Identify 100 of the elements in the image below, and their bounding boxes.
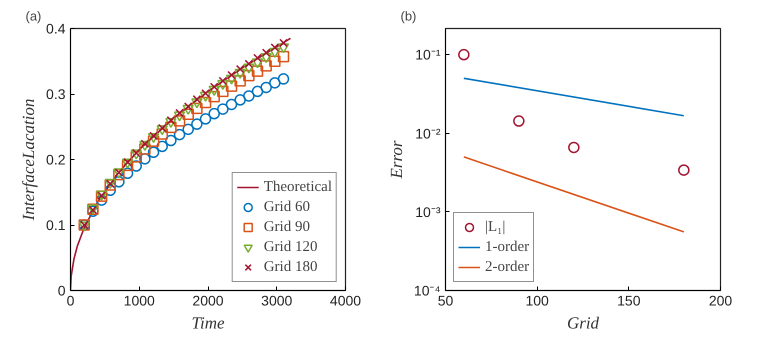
point <box>278 50 290 62</box>
point <box>184 102 192 111</box>
y-tick-label: 0 <box>58 282 66 298</box>
y-tick-label: 10⁻³ <box>415 204 441 220</box>
point <box>148 146 160 158</box>
y-tick-label: 10⁻² <box>415 125 441 142</box>
x-tick-label: 3000 <box>261 292 293 308</box>
point <box>269 48 281 58</box>
point <box>122 168 134 179</box>
point <box>182 124 194 136</box>
point <box>96 194 108 206</box>
point <box>165 122 177 134</box>
point <box>260 60 272 72</box>
point <box>252 58 264 68</box>
point <box>174 115 186 127</box>
point <box>139 140 151 151</box>
point <box>174 128 186 140</box>
legend-label: |L₁| <box>485 218 506 236</box>
x-tick-label: 150 <box>617 292 641 308</box>
point <box>260 82 272 94</box>
point <box>278 73 290 85</box>
point <box>210 82 218 92</box>
point <box>513 115 525 127</box>
x-tick-label: 1000 <box>124 292 156 308</box>
point <box>130 160 142 172</box>
point <box>236 64 244 74</box>
point <box>227 70 236 80</box>
y-tick-label: 0.2 <box>46 152 66 168</box>
point <box>139 143 151 155</box>
point <box>208 90 220 102</box>
legend-label: Theoretical <box>264 178 332 196</box>
x-tick-label: 100 <box>525 292 550 308</box>
point <box>148 132 160 144</box>
y-tick-label: 0.1 <box>46 217 66 233</box>
point <box>269 56 281 67</box>
point <box>269 77 281 89</box>
point <box>156 128 168 140</box>
point <box>217 86 229 98</box>
point <box>122 158 134 169</box>
y-tick-label: 10⁻¹ <box>415 46 441 63</box>
chart-title: (b) <box>400 8 416 24</box>
point <box>182 108 194 120</box>
point <box>201 89 210 98</box>
point <box>252 65 264 77</box>
y-axis-title: InterfaceLacation <box>19 98 38 222</box>
point <box>175 108 184 118</box>
point <box>200 96 212 108</box>
x-axis-title: Grid <box>566 314 600 332</box>
point <box>156 125 168 136</box>
point <box>182 104 194 115</box>
point <box>243 70 255 82</box>
legend-label: Grid 60 <box>264 198 310 216</box>
point <box>226 80 238 92</box>
point <box>123 158 132 166</box>
point <box>113 176 125 188</box>
point <box>568 142 580 154</box>
point <box>191 102 203 114</box>
point <box>104 184 116 196</box>
point <box>148 135 160 147</box>
y-tick-label: 0.4 <box>46 20 66 36</box>
point <box>243 90 255 102</box>
legend-label: 1-order <box>485 238 530 256</box>
point <box>279 38 288 48</box>
point <box>244 60 254 68</box>
point <box>191 98 203 108</box>
point <box>253 54 262 62</box>
chart-title: (a) <box>26 8 42 24</box>
point <box>174 111 186 122</box>
point <box>139 153 151 165</box>
point <box>122 160 134 172</box>
point <box>158 124 166 132</box>
point <box>234 68 246 79</box>
point <box>217 103 229 115</box>
point <box>200 113 212 125</box>
point <box>165 134 177 146</box>
x-tick-label: 4000 <box>330 292 362 308</box>
point <box>166 116 176 124</box>
y-tick-label: 0.3 <box>46 86 66 102</box>
point <box>156 140 168 152</box>
x-tick-label: 2000 <box>192 292 224 308</box>
point <box>262 48 270 58</box>
point <box>208 86 220 96</box>
point <box>217 80 229 90</box>
legend-label: Grid 90 <box>264 218 310 236</box>
point <box>270 43 280 52</box>
point <box>130 151 142 163</box>
point <box>200 92 212 102</box>
point <box>140 139 150 148</box>
point <box>192 94 202 104</box>
point <box>243 64 255 74</box>
x-tick-label: 50 <box>438 292 454 308</box>
point <box>191 118 203 130</box>
point <box>678 164 690 176</box>
point <box>208 108 220 120</box>
point <box>234 94 246 106</box>
y-axis-title: Error <box>386 140 406 180</box>
point <box>252 86 264 98</box>
x-axis-title: Time <box>191 314 225 332</box>
point <box>165 118 177 128</box>
point <box>226 98 238 110</box>
